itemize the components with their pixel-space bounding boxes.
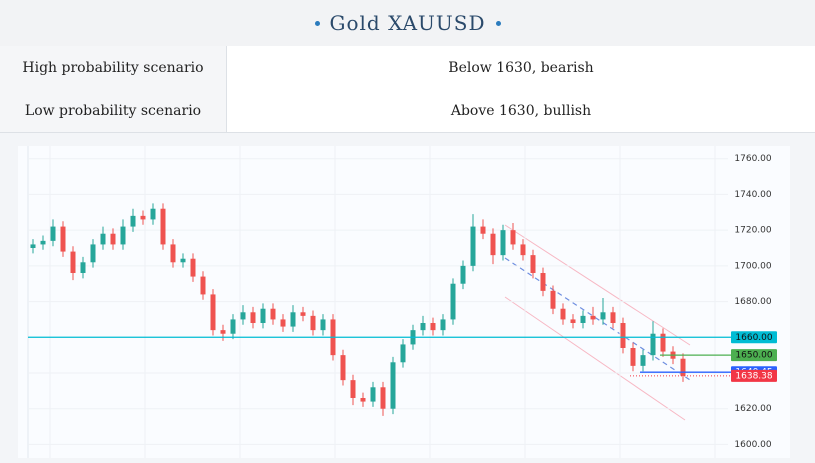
y-tick-label: 1620.00 <box>734 404 771 414</box>
candle-body <box>100 233 106 245</box>
channel <box>504 224 691 421</box>
candle-body <box>680 358 686 376</box>
candle-body <box>540 273 546 291</box>
channel-line <box>504 296 686 421</box>
candle-body <box>590 315 596 320</box>
candle-body <box>80 262 86 273</box>
candle-body <box>600 312 606 320</box>
table-row: High probability scenario Below 1630, be… <box>0 46 815 90</box>
candle-body <box>500 230 506 256</box>
candle-body <box>560 308 566 320</box>
candle-body <box>180 258 186 263</box>
y-tick-label: 1720.00 <box>734 226 771 236</box>
candle-body <box>50 226 56 241</box>
candle-body <box>470 226 476 266</box>
candle-body <box>360 398 366 402</box>
y-tick-label: 1700.00 <box>734 261 771 271</box>
candle-body <box>40 240 46 245</box>
candle-body <box>260 308 266 323</box>
candle-body <box>610 312 616 323</box>
candle-body <box>640 355 646 366</box>
channel-line <box>504 224 691 346</box>
candle-body <box>530 255 536 273</box>
candle-body <box>370 387 376 402</box>
candle-body <box>350 380 356 398</box>
candle-body <box>140 215 146 220</box>
candle-body <box>310 315 316 331</box>
candle-body <box>290 312 296 327</box>
candle-body <box>440 319 446 331</box>
candle-body <box>390 362 396 409</box>
candle-body <box>30 244 36 248</box>
candle-body <box>430 323 436 331</box>
candle-body <box>380 387 386 409</box>
candle-body <box>520 244 526 256</box>
candle-body <box>210 294 216 331</box>
cell: Below 1630, bearish <box>227 46 815 89</box>
price-tag-label: 1638.38 <box>735 371 772 381</box>
candle-body <box>320 319 326 331</box>
table-row: Low probability scenario Above 1630, bul… <box>0 89 815 133</box>
candle-body <box>660 333 666 352</box>
candle-body <box>630 348 636 366</box>
candle-body <box>90 244 96 263</box>
candle-body <box>120 226 126 245</box>
candle-body <box>200 276 206 295</box>
candle-body <box>340 355 346 381</box>
candle-body <box>550 290 556 309</box>
price-tag-label: 1660.00 <box>735 333 772 343</box>
candle-body <box>480 226 486 234</box>
header: Gold XAUUSD <box>0 0 815 47</box>
candle-body <box>300 312 306 316</box>
candle-body <box>170 244 176 263</box>
price-tag <box>731 349 777 362</box>
candle-body <box>60 226 66 252</box>
trend-line <box>504 257 691 381</box>
y-tick-label: 1680.00 <box>734 297 771 307</box>
candle-body <box>220 330 226 334</box>
price-tag <box>731 369 777 382</box>
candle-body <box>230 319 236 334</box>
candle-body <box>570 319 576 323</box>
candle-body <box>580 315 586 323</box>
candle-body <box>450 283 456 320</box>
cell: High probability scenario <box>0 46 227 89</box>
price-tag <box>731 331 777 344</box>
candle-body <box>160 208 166 245</box>
candle-body <box>460 265 466 284</box>
candle-body <box>190 258 196 277</box>
y-tick-label: 1760.00 <box>734 154 771 164</box>
y-tick-label: 1600.00 <box>734 440 771 450</box>
chart: 1600.001620.001640.001660.001680.001700.… <box>18 146 790 458</box>
candle-body <box>110 233 116 245</box>
bullet <box>495 20 501 26</box>
candle-body <box>650 333 656 356</box>
cell: Above 1630, bullish <box>227 89 815 132</box>
candle-body <box>70 251 76 273</box>
cell: Low probability scenario <box>0 89 227 132</box>
candle-body <box>510 230 516 245</box>
candle-body <box>130 215 136 227</box>
bullet <box>314 20 320 26</box>
candle-body <box>400 344 406 363</box>
price-tag-label: 1650.00 <box>735 351 772 361</box>
candle-body <box>270 308 276 320</box>
candle-body <box>620 323 626 348</box>
candle-body <box>240 312 246 320</box>
candle-body <box>490 233 496 256</box>
candle-body <box>250 312 256 323</box>
candle-body <box>280 319 286 327</box>
y-tick-label: 1740.00 <box>734 190 771 200</box>
title: Gold XAUUSD <box>329 11 486 35</box>
candle-body <box>150 208 156 220</box>
candle-body <box>420 323 426 331</box>
